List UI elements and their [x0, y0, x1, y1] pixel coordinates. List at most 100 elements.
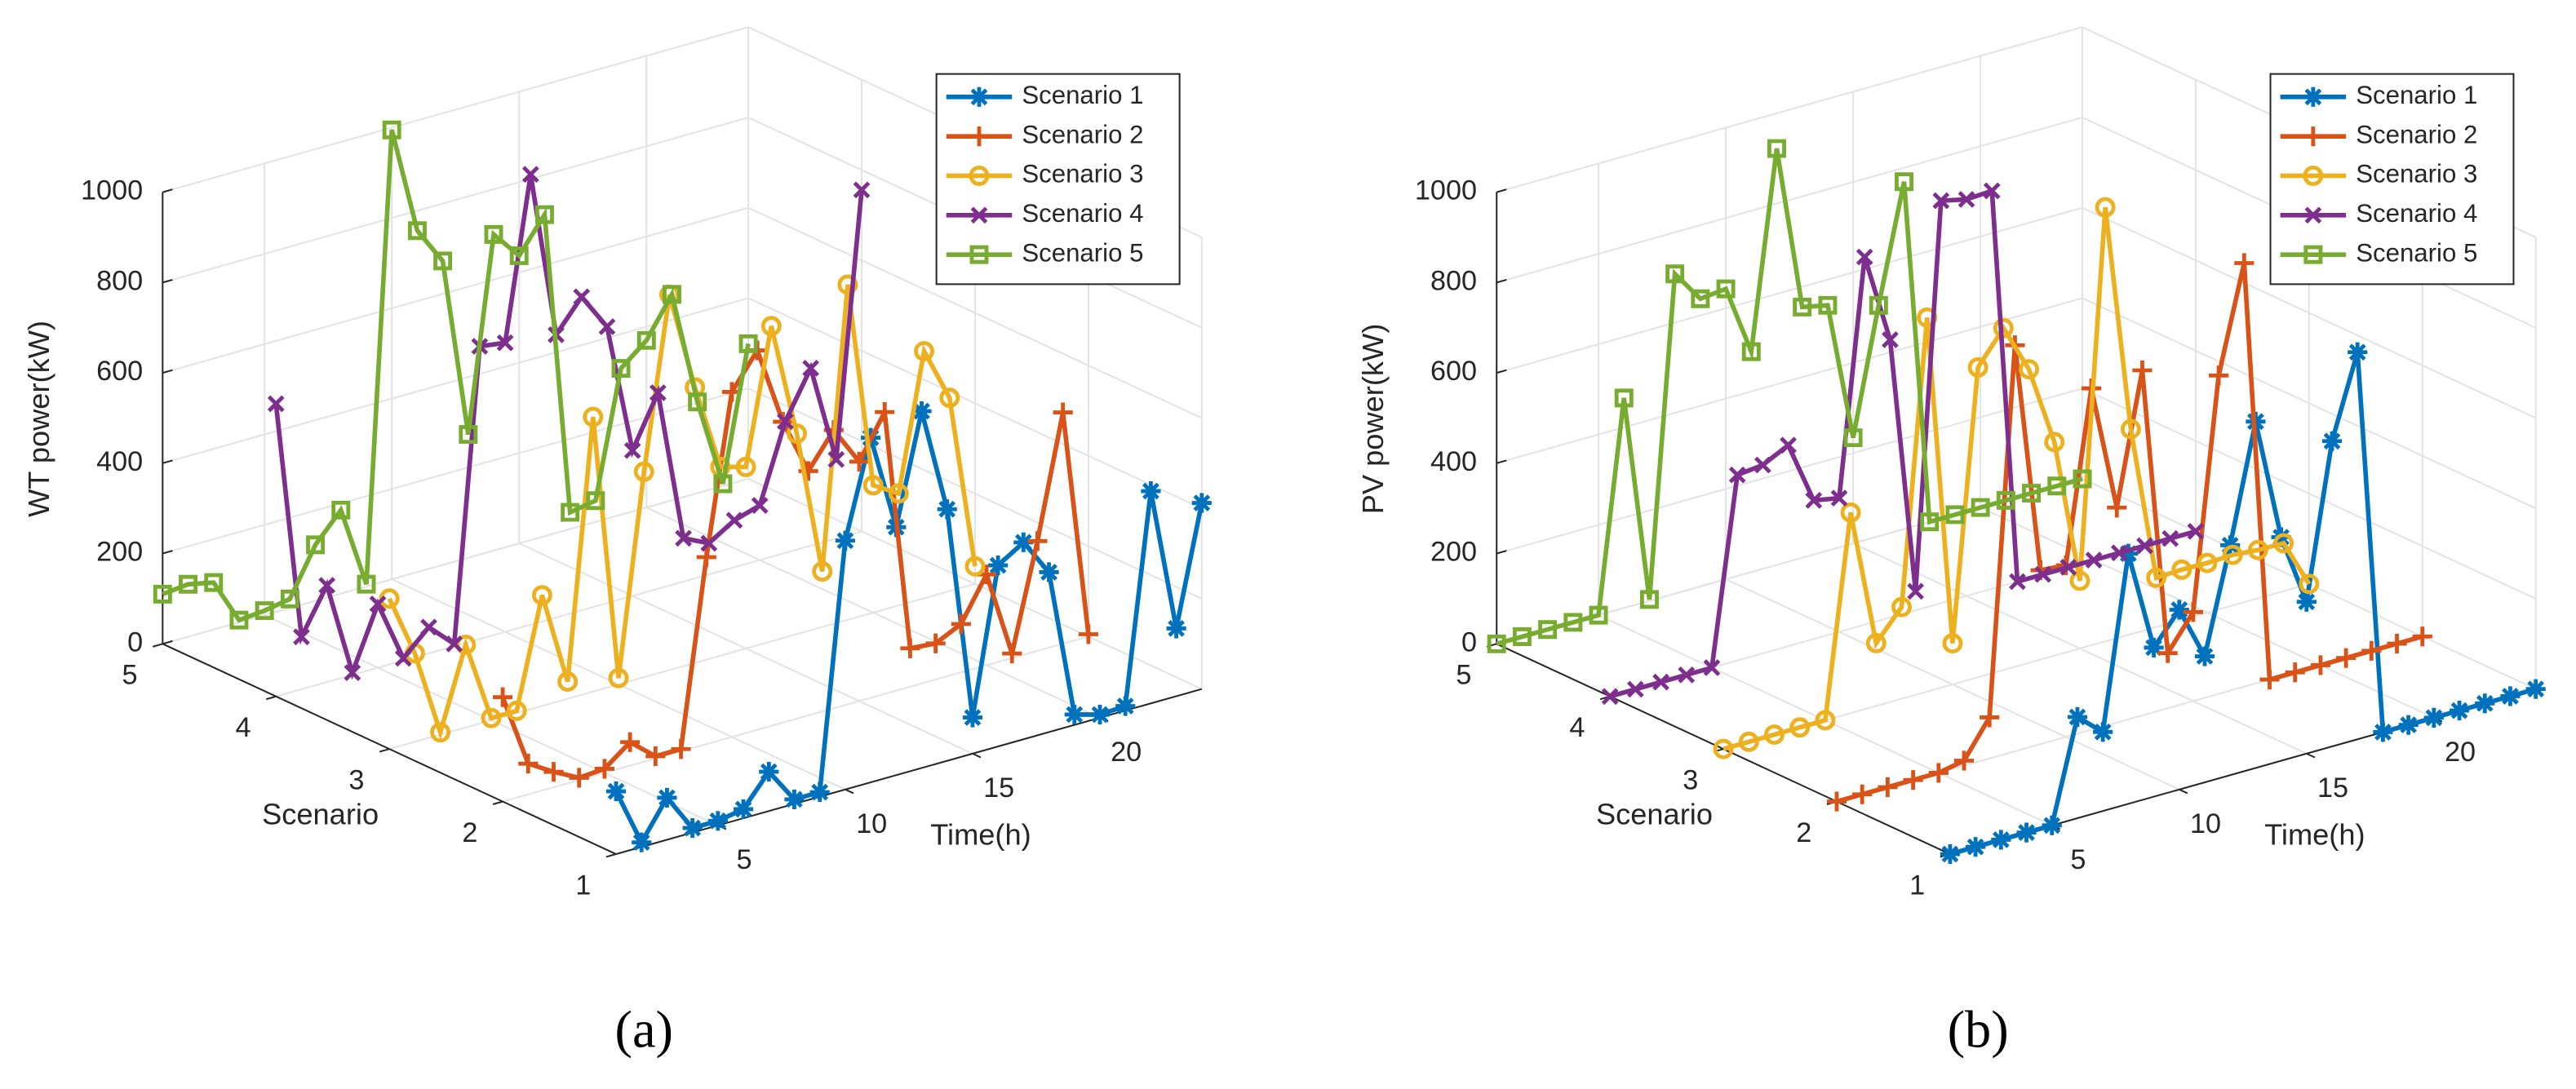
marker [1563, 613, 1583, 632]
z-tick-label: 600 [96, 356, 143, 387]
marker [632, 832, 652, 852]
marker [620, 732, 641, 752]
marker [1166, 618, 1186, 639]
marker [812, 561, 833, 582]
z-axis-label: WT power(kW) [22, 321, 55, 517]
marker [1966, 837, 1986, 857]
panel-label: (b) [1948, 1000, 2009, 1058]
marker [2449, 700, 2470, 721]
marker [1830, 489, 1848, 507]
marker [583, 406, 604, 427]
tick-mark [492, 800, 503, 805]
marker [1741, 342, 1761, 361]
legend-label: Scenario 1 [1022, 81, 1143, 109]
marker [2285, 662, 2305, 683]
marker [280, 589, 299, 609]
marker [784, 789, 805, 809]
y-tick-label: 5 [122, 660, 138, 691]
grid-line [162, 26, 749, 193]
marker [420, 618, 437, 636]
marker [2183, 602, 2203, 622]
z-tick-label: 400 [1430, 446, 1477, 477]
marker [1869, 295, 1888, 315]
marker [707, 811, 728, 831]
marker [534, 205, 554, 224]
y-tick-label: 5 [1456, 660, 1471, 691]
marker [951, 613, 971, 635]
grid-line [1496, 297, 2083, 464]
marker [2209, 365, 2229, 386]
x-tick-label: 20 [2445, 737, 2476, 768]
tick-mark [1496, 550, 1507, 555]
marker [1738, 731, 1759, 752]
tick-mark [379, 748, 390, 753]
marker [649, 384, 667, 401]
z-tick-label: 600 [1430, 356, 1477, 387]
tick-mark [1496, 188, 1507, 193]
marker [688, 392, 707, 412]
marker [2059, 559, 2077, 576]
marker [969, 166, 990, 186]
series-line [273, 174, 864, 680]
marker [636, 330, 656, 350]
marker [1865, 632, 1887, 653]
marker [1027, 531, 1048, 551]
marker [914, 341, 935, 362]
marker [2197, 552, 2218, 573]
marker [1652, 673, 1669, 691]
x-tick-label: 10 [2190, 808, 2221, 839]
marker [2412, 626, 2432, 647]
marker [875, 402, 895, 423]
grid-line [502, 635, 1089, 803]
marker [430, 722, 451, 743]
marker [506, 700, 527, 721]
marker [2304, 206, 2322, 224]
marker [496, 334, 514, 352]
grid-line [2082, 387, 2537, 600]
marker [2093, 722, 2113, 742]
marker [1996, 490, 2015, 510]
tick-mark [2179, 788, 2188, 795]
legend-label: Scenario 2 [2356, 120, 2477, 148]
marker [2475, 693, 2495, 714]
marker [675, 529, 692, 547]
axis-line [162, 643, 617, 855]
y-tick-label: 1 [1909, 870, 1925, 901]
marker [1728, 466, 1746, 484]
marker [925, 633, 946, 653]
z-tick-label: 1000 [1415, 175, 1477, 206]
marker [1064, 704, 1084, 725]
marker [2222, 544, 2243, 565]
marker [1882, 331, 1899, 348]
marker [1512, 627, 1532, 646]
legend-label: Scenario 4 [1022, 199, 1143, 228]
marker [2034, 565, 2052, 583]
marker [267, 395, 285, 413]
x-tick-label: 15 [2317, 772, 2348, 803]
tick-mark [152, 643, 163, 648]
marker [2042, 815, 2062, 835]
marker [518, 754, 539, 774]
grid-line [1496, 117, 2083, 284]
marker [802, 360, 819, 377]
tick-mark [162, 640, 173, 645]
grid-line [388, 582, 976, 750]
marker [2234, 253, 2255, 273]
marker [1002, 644, 1022, 664]
marker [2016, 822, 2037, 843]
grid-line [2082, 297, 2537, 510]
marker [1115, 696, 1136, 716]
marker [2299, 573, 2320, 595]
marker [446, 635, 463, 653]
marker [2310, 655, 2330, 675]
legend-label: Scenario 3 [1022, 160, 1143, 188]
marker [179, 574, 198, 594]
marker [645, 746, 666, 767]
marker [969, 86, 990, 107]
marker [1601, 688, 1619, 706]
z-tick-label: 1000 [81, 175, 143, 206]
marker [988, 555, 1009, 576]
series-line [162, 129, 751, 623]
marker [1991, 830, 2011, 850]
